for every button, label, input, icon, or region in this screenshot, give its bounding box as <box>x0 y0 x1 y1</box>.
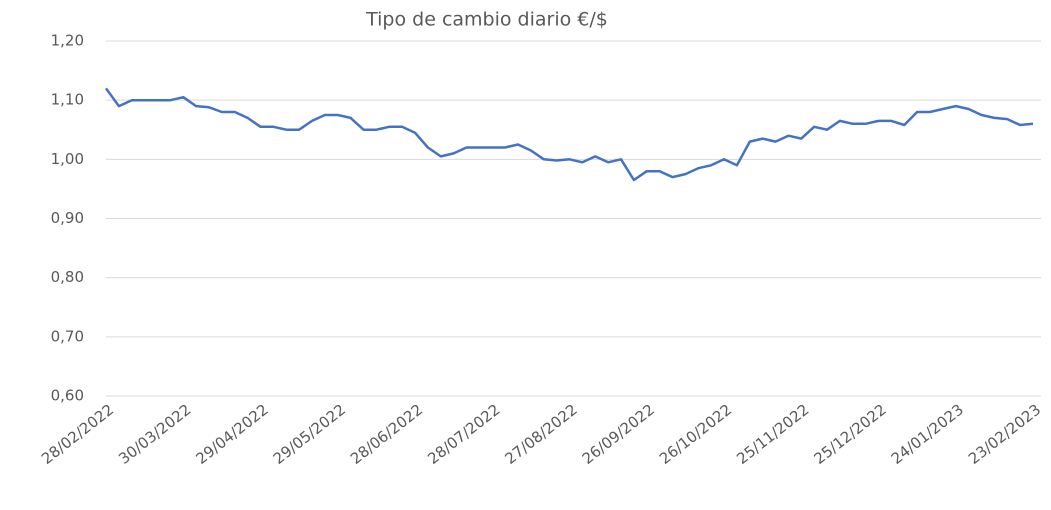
y-tick-label: 0,70 <box>51 327 84 345</box>
x-tick-label: 25/12/2022 <box>811 401 890 468</box>
x-tick-label: 29/05/2022 <box>270 401 349 468</box>
x-tick-label: 30/03/2022 <box>115 401 194 468</box>
y-tick-label: 1,20 <box>51 32 84 50</box>
x-tick-label: 29/04/2022 <box>193 401 272 468</box>
x-tick-label: 23/02/2023 <box>965 401 1044 468</box>
x-tick-label: 27/08/2022 <box>502 401 581 468</box>
x-tick-label: 25/11/2022 <box>733 401 812 468</box>
chart-title: Tipo de cambio diario €/$ <box>365 9 608 31</box>
x-tick-label: 28/06/2022 <box>347 401 426 468</box>
y-tick-label: 0,80 <box>51 268 84 286</box>
y-tick-label: 1,10 <box>51 91 84 109</box>
x-tick-label: 26/10/2022 <box>656 401 735 468</box>
x-tick-label: 26/09/2022 <box>579 401 658 468</box>
y-tick-label: 0,90 <box>51 209 84 227</box>
x-tick-label: 28/02/2022 <box>38 401 117 468</box>
y-tick-label: 1,00 <box>51 150 84 168</box>
x-tick-label: 24/01/2023 <box>888 401 967 468</box>
x-tick-label: 28/07/2022 <box>424 401 503 468</box>
line <box>104 87 1034 182</box>
y-tick-label: 0,60 <box>51 387 84 405</box>
